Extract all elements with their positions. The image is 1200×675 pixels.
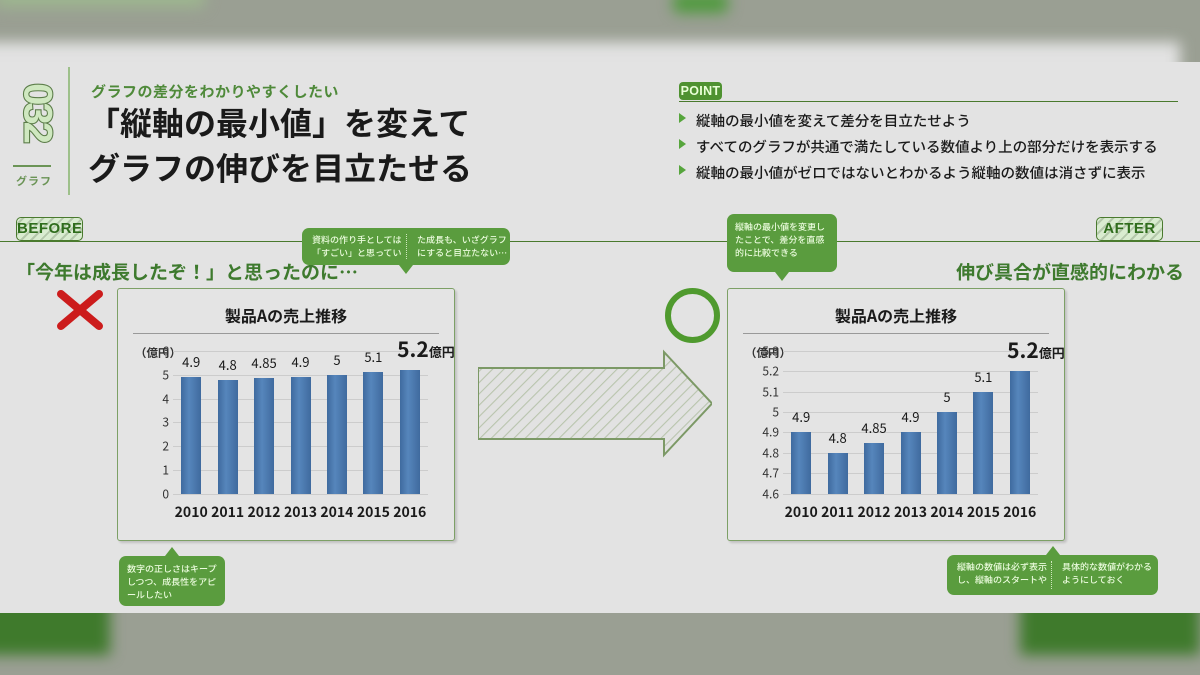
svg-text:032: 032 [15, 83, 59, 142]
